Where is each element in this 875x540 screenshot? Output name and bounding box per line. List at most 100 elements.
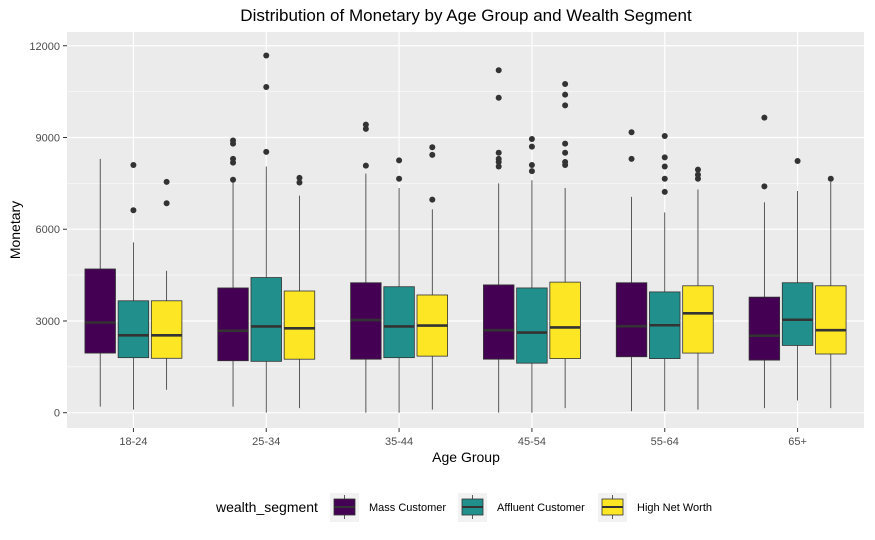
outlier-point (495, 67, 502, 74)
outlier-point (562, 158, 569, 165)
outlier-point (562, 140, 569, 147)
outlier-point (562, 80, 569, 87)
outlier-point (528, 162, 535, 169)
y-tick-label: 12000 (29, 41, 60, 53)
outlier-point (396, 157, 403, 164)
box-body (383, 286, 415, 359)
outlier-point (296, 174, 303, 181)
outlier-point (661, 132, 668, 139)
box-18-24 (84, 158, 116, 407)
outlier-point (528, 168, 535, 175)
box-55-64 (682, 166, 714, 410)
box-series (84, 52, 847, 413)
outlier-point (761, 183, 768, 190)
y-axis-title: Monetary (7, 201, 23, 259)
chart-title: Distribution of Monetary by Age Group an… (240, 6, 692, 25)
outlier-point (362, 125, 369, 132)
outlier-point (163, 178, 170, 185)
box-45-54 (483, 67, 515, 413)
y-tick-label: 6000 (36, 224, 60, 236)
outlier-point (163, 200, 170, 207)
x-axis-title: Age Group (432, 449, 500, 465)
box-body (549, 281, 581, 359)
box-body (615, 282, 648, 358)
box-body (748, 296, 781, 361)
legend-item: High Net Worth (598, 493, 712, 522)
outlier-point (661, 175, 668, 182)
legend-label: Affluent Customer (497, 502, 585, 514)
outlier-point (794, 158, 801, 165)
outlier-point (694, 171, 701, 178)
outlier-point (429, 144, 436, 151)
outlier-point (495, 94, 502, 101)
box-18-24 (150, 178, 183, 390)
box-45-54 (549, 80, 581, 409)
box-body (283, 290, 316, 360)
legend-item: Mass Customer (330, 493, 446, 522)
outlier-point (528, 136, 535, 143)
box-18-24 (117, 162, 150, 410)
outlier-point (628, 129, 635, 136)
box-55-64 (615, 129, 648, 412)
box-body (250, 277, 282, 362)
y-axis: 0 3000 6000 9000 12000 (29, 41, 67, 420)
legend-label: Mass Customer (369, 502, 446, 514)
box-35-44 (383, 157, 415, 413)
outlier-point (296, 179, 303, 186)
box-65+ (781, 158, 814, 401)
series-high-net-worth (150, 80, 847, 410)
y-tick-label: 3000 (36, 316, 60, 328)
x-tick-label: 55-64 (651, 436, 679, 448)
outlier-point (263, 148, 270, 155)
outlier-point (661, 154, 668, 161)
outlier-point (429, 196, 436, 203)
legend-item: Affluent Customer (458, 493, 585, 522)
box-body (815, 285, 847, 355)
x-tick-label: 35-44 (385, 436, 413, 448)
outlier-point (263, 84, 270, 91)
outlier-point (495, 163, 502, 170)
box-35-44 (350, 121, 382, 413)
outlier-point (562, 102, 569, 109)
x-tick-label: 18-24 (119, 436, 147, 448)
outlier-point (362, 162, 369, 169)
x-tick-label: 25-34 (252, 436, 280, 448)
series-affluent-customer (117, 52, 814, 413)
outlier-point (761, 114, 768, 121)
outlier-point (694, 166, 701, 173)
box-body (483, 284, 515, 360)
outlier-point (130, 207, 137, 214)
box-body (516, 287, 548, 364)
box-45-54 (516, 136, 548, 413)
box-body (150, 300, 183, 359)
outlier-point (661, 163, 668, 170)
series-mass-customer (84, 67, 781, 413)
y-tick-label: 9000 (36, 132, 60, 144)
outlier-point (562, 91, 569, 98)
outlier-point (827, 175, 834, 182)
outlier-point (661, 188, 668, 195)
outlier-point (628, 155, 635, 162)
outlier-point (495, 155, 502, 162)
box-body (84, 268, 116, 354)
outlier-point (562, 149, 569, 156)
box-25-34 (250, 52, 282, 413)
outlier-point (263, 52, 270, 59)
x-tick-label: 65+ (788, 436, 807, 448)
outlier-point (495, 149, 502, 156)
box-65+ (748, 114, 781, 409)
plot-panel (67, 32, 864, 428)
outlier-point (230, 176, 237, 183)
box-55-64 (649, 132, 681, 412)
outlier-point (362, 121, 369, 128)
x-axis: 18-24 25-34 35-44 45-54 55-64 65+ (119, 428, 807, 448)
box-body (781, 282, 814, 346)
box-25-34 (283, 174, 316, 409)
outlier-point (230, 137, 237, 144)
box-body (682, 285, 714, 354)
outlier-point (528, 143, 535, 150)
legend: wealth_segment Mass Customer Affluent Cust… (215, 493, 712, 522)
legend-label: High Net Worth (637, 502, 712, 514)
x-tick-label: 45-54 (518, 436, 546, 448)
